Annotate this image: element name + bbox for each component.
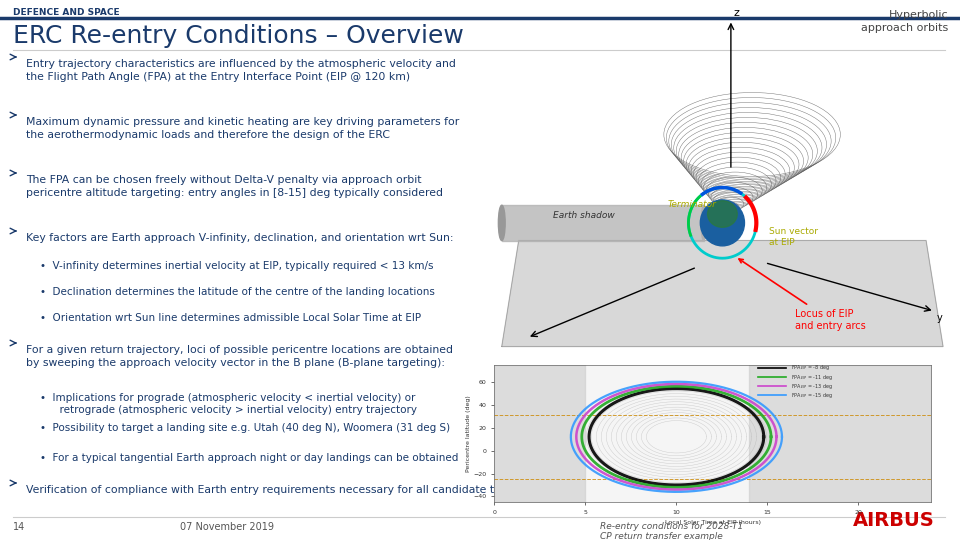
Text: AIRBUS: AIRBUS [853,511,935,530]
Ellipse shape [498,205,505,240]
Text: Terminator: Terminator [667,200,716,209]
Text: Maximum dynamic pressure and kinetic heating are key driving parameters for
the : Maximum dynamic pressure and kinetic hea… [26,117,459,140]
Text: DEFENCE AND SPACE: DEFENCE AND SPACE [13,8,120,17]
Text: •  Implications for prograde (​atmospheric​ velocity < inertial velocity) or
   : • Implications for prograde (​atmospheri… [40,393,417,415]
Text: Locus of EIP
and entry arcs: Locus of EIP and entry arcs [739,259,865,331]
Text: 14: 14 [13,522,25,532]
Text: •  Possibility to target a landing site e.g. Utah (40 deg N), Woomera (31 deg S): • Possibility to target a landing site e… [40,423,450,433]
Text: FPA$_{EIP}$ = -13 deg: FPA$_{EIP}$ = -13 deg [791,382,833,391]
Text: FPA$_{EIP}$ = -8 deg: FPA$_{EIP}$ = -8 deg [791,363,829,373]
Text: For a given return trajectory, loci of possible pericentre locations are obtaine: For a given return trajectory, loci of p… [26,345,453,368]
Y-axis label: Pericentre latitude (deg): Pericentre latitude (deg) [466,395,470,472]
Text: The FPA can be chosen freely without Delta-V penalty via approach orbit
pericent: The FPA can be chosen freely without Del… [26,175,443,198]
Text: Re-entry conditions for 2028-T1
CP return transfer example: Re-entry conditions for 2028-T1 CP retur… [600,522,743,540]
Text: •  Orientation wrt Sun line determines admissible Local Solar Time at EIP: • Orientation wrt Sun line determines ad… [40,313,421,323]
Text: 07 November 2019: 07 November 2019 [180,522,274,532]
Ellipse shape [701,200,744,246]
Text: •  For a typical tangential Earth approach night or day landings can be obtained: • For a typical tangential Earth approac… [40,453,458,463]
Text: ERC Re-entry Conditions – Overview: ERC Re-entry Conditions – Overview [13,24,464,48]
Text: •  V-infinity determines ​inertial​ velocity at EIP, typically required < 13 km/: • V-infinity determines ​inertial​ veloc… [40,261,434,271]
Ellipse shape [708,201,737,227]
Text: earth entry - h_eip = 120 km - Voo = 8.6993 km/s - Declination = -3.244 deg - Da: earth entry - h_eip = 120 km - Voo = 8.6… [530,381,839,387]
Text: •  Declination determines the latitude of the centre of the landing locations: • Declination determines the latitude of… [40,287,435,297]
Text: FPA$_{EIP}$ = -11 deg: FPA$_{EIP}$ = -11 deg [791,373,833,382]
X-axis label: Local Solar Time at EIP (hours): Local Solar Time at EIP (hours) [664,521,760,525]
Text: y: y [936,313,942,323]
Polygon shape [502,240,943,347]
Text: Re-entry conditions for 2028-T1
CP return transfer example: Re-entry conditions for 2028-T1 CP retur… [530,467,685,490]
Text: Key factors are Earth approach V-infinity, declination, and orientation wrt Sun:: Key factors are Earth approach V-infinit… [26,233,453,243]
Text: Sun vector
at EIP: Sun vector at EIP [769,227,818,247]
Text: Entry trajectory characteristics are influenced by the atmospheric velocity and
: Entry trajectory characteristics are inf… [26,59,456,82]
Text: FPA$_{EIP}$ = -15 deg: FPA$_{EIP}$ = -15 deg [791,391,833,400]
Text: Verification of compliance with Earth entry requirements necessary for all candi: Verification of compliance with Earth en… [26,485,539,495]
Text: Earth shadow: Earth shadow [553,212,614,220]
Text: z: z [733,8,739,18]
Text: Hyperbolic
approach orbits: Hyperbolic approach orbits [861,10,948,33]
Ellipse shape [701,205,707,240]
